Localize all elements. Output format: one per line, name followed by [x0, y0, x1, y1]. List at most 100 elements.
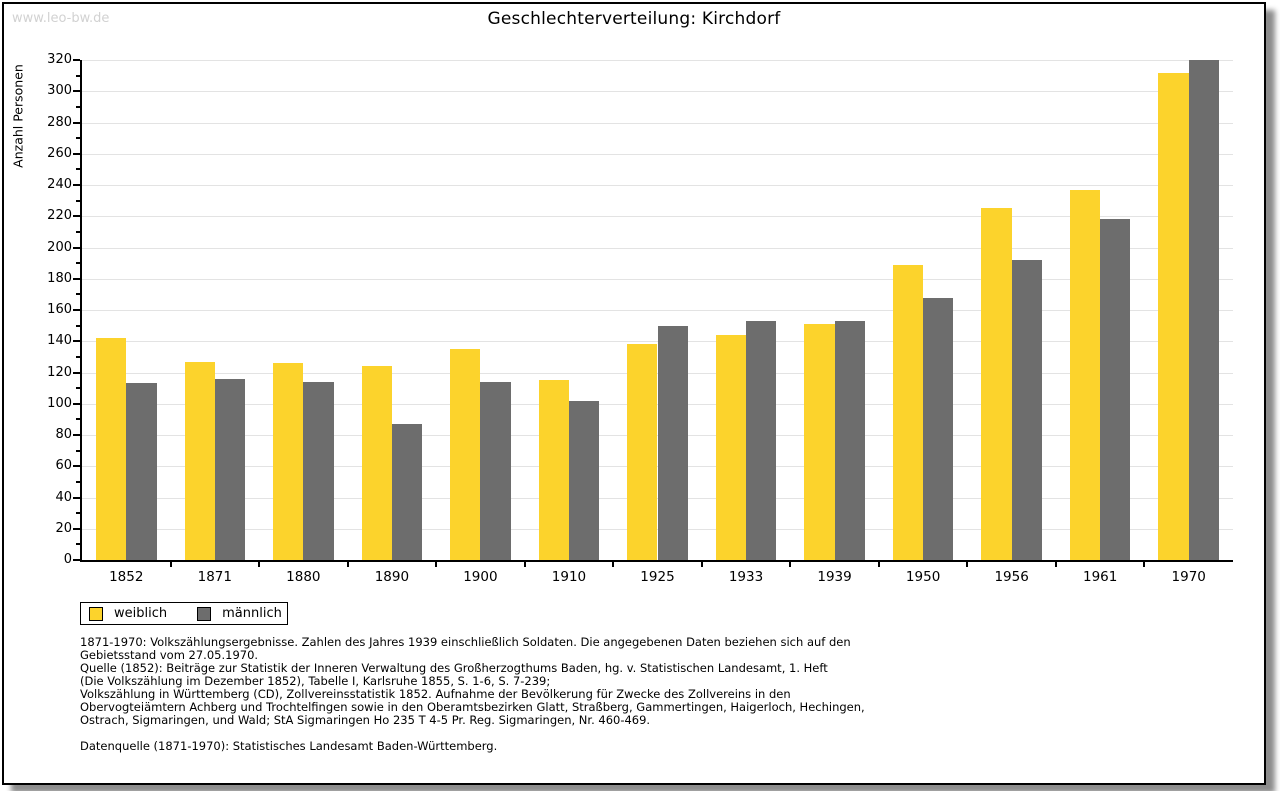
chart-title: Geschlechterverteilung: Kirchdorf — [487, 9, 781, 29]
gridline-280 — [82, 122, 1233, 124]
bar-weiblich-1910 — [538, 380, 569, 560]
y-tick-label-200: 200 — [47, 239, 72, 255]
x-axis-tick — [169, 562, 172, 567]
x-tick-label-1956: 1956 — [994, 569, 1029, 585]
y-axis-tick — [73, 184, 80, 186]
bar-männlich-1900 — [480, 381, 511, 560]
footnote-block: 1871-1970: Volkszählungsergebnisse. Zahl… — [80, 636, 920, 753]
bar-männlich-1852 — [126, 383, 157, 560]
bar-männlich-1910 — [568, 400, 600, 560]
bar-weiblich-1925 — [627, 344, 658, 560]
x-tick-label-1852: 1852 — [109, 569, 144, 585]
footnote-line: Datenquelle (1871-1970): Statistisches L… — [80, 739, 498, 753]
gridline-240 — [82, 185, 1233, 186]
plot-area: 1852 1871 1880 1890 1900 1910 1925 1933 1939 1950… — [47, 52, 1233, 585]
x-axis-tick — [1143, 562, 1146, 567]
x-axis-tick — [700, 562, 703, 567]
x-tick-label-1910: 1910 — [551, 569, 587, 585]
y-axis-tick — [73, 309, 80, 311]
gridline-260 — [82, 153, 1233, 155]
bar-männlich-1950 — [923, 297, 954, 560]
footnote-line: Gebietsstand vom 27.05.1970. — [80, 648, 259, 662]
bar-männlich-1961 — [1100, 219, 1131, 560]
y-tick-label-40: 40 — [55, 489, 72, 505]
gridline-300 — [82, 91, 1233, 93]
footnote-line: Quelle (1852): Beiträge zur Statistik de… — [80, 661, 828, 675]
y-tick-label-180: 180 — [47, 270, 72, 286]
y-axis-title: Anzahl Personen — [10, 64, 26, 168]
y-axis-tick — [73, 402, 80, 405]
y-tick-label-260: 260 — [47, 145, 72, 161]
y-axis-minor-tick — [76, 355, 80, 358]
y-tick-label-120: 120 — [47, 364, 72, 380]
bar-weiblich-1970 — [1158, 72, 1189, 560]
y-axis-minor-tick — [76, 137, 80, 140]
footnote-line: Volkszählung in Württemberg (CD), Zollve… — [80, 687, 791, 701]
x-axis-tick — [877, 562, 880, 567]
y-axis-tick — [73, 121, 80, 124]
y-axis-minor-tick — [76, 293, 80, 296]
chart-card: www.leo-bw.de Geschlechterverteilung: Ki… — [2, 2, 1266, 785]
x-axis-tick — [612, 562, 615, 567]
gridline-320 — [82, 60, 1233, 61]
y-axis-minor-tick — [76, 387, 80, 390]
bar-weiblich-1880 — [273, 363, 304, 560]
y-axis-minor-tick — [76, 105, 80, 108]
y-tick-label-280: 280 — [47, 114, 72, 130]
y-axis-minor-tick — [76, 230, 80, 233]
bar-männlich-1970 — [1188, 60, 1219, 560]
y-axis-minor-tick — [76, 543, 80, 546]
y-tick-label-320: 320 — [47, 52, 72, 67]
gridline-180 — [82, 278, 1233, 280]
y-axis-tick — [73, 465, 80, 468]
bar-weiblich-1852 — [96, 338, 127, 560]
footnote-line: Obervogteiämtern Achberg und Trochtelfin… — [80, 700, 865, 714]
x-tick-label-1871: 1871 — [197, 569, 232, 585]
bar-weiblich-1939 — [804, 324, 835, 560]
y-axis-tick — [73, 152, 80, 155]
x-tick-label-1939: 1939 — [817, 569, 852, 585]
bar-weiblich-1871 — [184, 361, 215, 560]
x-axis-tick — [346, 562, 349, 567]
y-axis-minor-tick — [76, 324, 80, 327]
bar-männlich-1880 — [303, 381, 334, 560]
y-axis-minor-tick — [76, 512, 80, 515]
x-axis-tick — [966, 562, 969, 567]
x-tick-label-1933: 1933 — [728, 569, 764, 585]
legend-swatch-weiblich — [89, 606, 103, 621]
y-tick-label-300: 300 — [47, 83, 72, 99]
y-axis-minor-tick — [76, 449, 80, 452]
y-tick-label-160: 160 — [47, 302, 72, 317]
x-tick-label-1900: 1900 — [463, 569, 498, 585]
y-axis-tick — [73, 340, 80, 343]
x-axis-tick — [1054, 562, 1057, 567]
y-axis-tick — [73, 559, 80, 561]
watermark: www.leo-bw.de — [12, 11, 110, 26]
y-axis-minor-tick — [76, 168, 80, 171]
footnote-line: 1871-1970: Volkszählungsergebnisse. Zahl… — [80, 635, 851, 649]
y-tick-label-0: 0 — [63, 552, 72, 567]
legend-swatch-maennlich — [197, 606, 212, 621]
legend: weiblich männlich — [80, 602, 288, 625]
x-axis-tick — [789, 562, 792, 567]
legend-label-maennlich: männlich — [222, 606, 282, 621]
y-axis-tick — [73, 371, 80, 374]
bar-weiblich-1933 — [715, 335, 747, 560]
legend-label-weiblich: weiblich — [114, 606, 168, 621]
y-axis-minor-tick — [76, 199, 80, 202]
gridline-220 — [82, 216, 1233, 218]
x-axis-tick — [435, 562, 438, 567]
bar-männlich-1933 — [746, 320, 777, 560]
y-tick-label-80: 80 — [55, 427, 72, 442]
bar-männlich-1956 — [1011, 260, 1042, 560]
y-axis-tick — [73, 434, 80, 436]
bar-weiblich-1950 — [892, 264, 924, 560]
bar-weiblich-1890 — [361, 366, 392, 560]
y-tick-label-100: 100 — [47, 395, 72, 411]
bar-weiblich-1900 — [450, 349, 481, 560]
y-axis-minor-tick — [76, 262, 80, 265]
y-axis-minor-tick — [76, 418, 80, 421]
bar-männlich-1939 — [834, 320, 865, 560]
x-axis-tick — [258, 562, 261, 567]
y-tick-label-220: 220 — [47, 208, 72, 224]
